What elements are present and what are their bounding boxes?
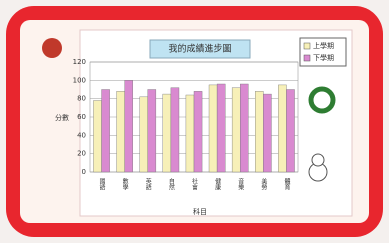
bar — [232, 88, 240, 172]
bar — [171, 88, 179, 172]
legend-label: 下學期 — [313, 53, 334, 62]
legend-swatch — [304, 55, 310, 61]
chart-title: 我的成績進步圖 — [168, 43, 231, 55]
bar — [217, 84, 225, 172]
x-tick-label: 社會 — [191, 177, 198, 191]
x-tick-label: 健康 — [214, 177, 221, 190]
x-tick-label: 美勞 — [260, 177, 267, 191]
legend-label: 上學期 — [313, 41, 334, 50]
bar — [286, 90, 294, 173]
bar — [240, 84, 248, 172]
legend-swatch — [304, 43, 310, 49]
y-tick-label: 0 — [82, 168, 86, 176]
y-axis-label: 分數 — [55, 113, 69, 122]
y-tick-label: 60 — [77, 113, 86, 121]
x-tick-label: 國語 — [98, 178, 105, 191]
bar — [93, 101, 101, 173]
bar — [163, 94, 171, 172]
snowman-head — [312, 154, 324, 166]
bar — [209, 85, 217, 172]
y-tick-label: 100 — [73, 76, 86, 84]
x-tick-label: 體育 — [283, 177, 290, 191]
x-axis-label: 科目 — [193, 207, 207, 216]
bar — [102, 90, 110, 173]
bar — [194, 91, 202, 172]
x-tick-label: 自然 — [167, 177, 174, 191]
bar — [148, 90, 156, 173]
y-tick-label: 80 — [77, 95, 86, 103]
bar — [125, 80, 133, 172]
bar — [255, 91, 263, 172]
screen: 我的成績進步圖 分數 科目 0 20 40 60 80 100 120 國語 數學 英語 自然 社會 健… — [0, 0, 389, 243]
bar — [186, 95, 194, 172]
bar — [278, 85, 286, 172]
x-tick-label: 音樂 — [237, 177, 244, 191]
bar — [117, 91, 125, 172]
x-tick-label: 數學 — [121, 177, 128, 191]
bar — [263, 94, 271, 172]
x-tick-label: 英語 — [144, 177, 151, 191]
y-tick-label: 20 — [77, 150, 86, 158]
y-tick-label: 40 — [77, 131, 86, 139]
y-tick-label: 120 — [73, 58, 86, 66]
bar — [140, 97, 148, 172]
ornament — [42, 38, 62, 58]
